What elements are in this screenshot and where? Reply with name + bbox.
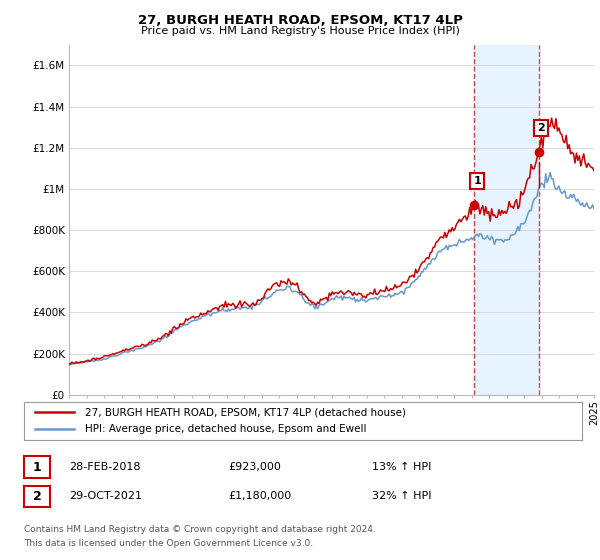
Text: Contains HM Land Registry data © Crown copyright and database right 2024.: Contains HM Land Registry data © Crown c…: [24, 525, 376, 534]
Text: 13% ↑ HPI: 13% ↑ HPI: [372, 462, 431, 472]
Text: 29-OCT-2021: 29-OCT-2021: [69, 491, 142, 501]
Bar: [475, 45, 539, 395]
Text: 2: 2: [33, 489, 41, 503]
Text: Price paid vs. HM Land Registry's House Price Index (HPI): Price paid vs. HM Land Registry's House …: [140, 26, 460, 36]
Text: 28-FEB-2018: 28-FEB-2018: [69, 462, 140, 472]
Text: This data is licensed under the Open Government Licence v3.0.: This data is licensed under the Open Gov…: [24, 539, 313, 548]
Text: 2: 2: [537, 123, 545, 133]
Text: HPI: Average price, detached house, Epsom and Ewell: HPI: Average price, detached house, Epso…: [85, 424, 367, 434]
Text: 1: 1: [473, 176, 481, 186]
Text: £1,180,000: £1,180,000: [228, 491, 291, 501]
Text: 27, BURGH HEATH ROAD, EPSOM, KT17 4LP (detached house): 27, BURGH HEATH ROAD, EPSOM, KT17 4LP (d…: [85, 407, 406, 417]
Text: £923,000: £923,000: [228, 462, 281, 472]
Text: 27, BURGH HEATH ROAD, EPSOM, KT17 4LP: 27, BURGH HEATH ROAD, EPSOM, KT17 4LP: [137, 14, 463, 27]
Text: 32% ↑ HPI: 32% ↑ HPI: [372, 491, 431, 501]
Text: 1: 1: [33, 460, 41, 474]
